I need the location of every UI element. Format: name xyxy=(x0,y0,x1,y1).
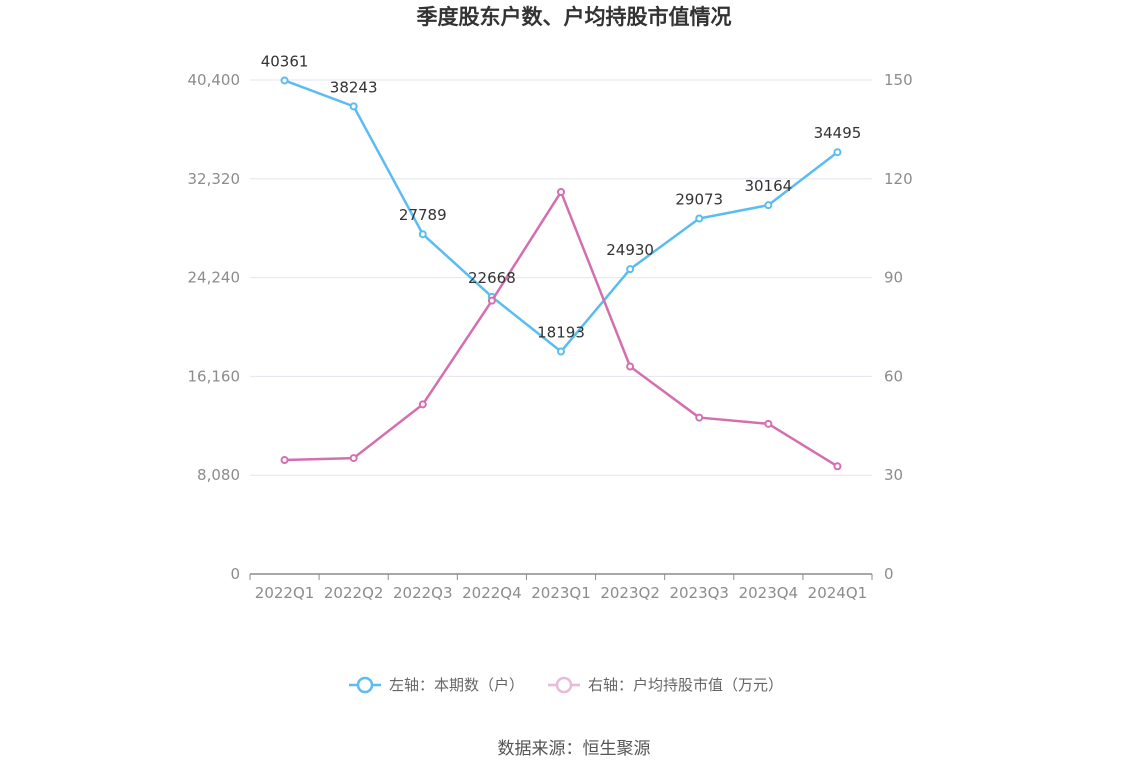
left-tick-label: 0 xyxy=(230,565,240,583)
data-point xyxy=(418,230,427,239)
data-label: 24930 xyxy=(606,241,654,259)
legend-label: 右轴：户均持股市值（万元） xyxy=(588,676,783,694)
data-label: 29073 xyxy=(675,191,723,209)
right-tick-label: 0 xyxy=(884,565,894,583)
data-point xyxy=(557,347,565,356)
data-point xyxy=(764,419,773,428)
data-label: 30164 xyxy=(744,177,792,195)
x-tick-label: 2023Q4 xyxy=(739,584,799,602)
x-tick-label: 2023Q3 xyxy=(669,584,729,602)
data-point xyxy=(626,362,635,371)
legend-marker xyxy=(555,676,573,694)
right-tick-label: 60 xyxy=(884,367,903,385)
data-point xyxy=(280,76,289,85)
series-left xyxy=(280,76,842,356)
data-label: 38243 xyxy=(330,78,378,96)
series-right xyxy=(280,187,842,471)
x-tick-label: 2023Q1 xyxy=(531,584,591,602)
data-point xyxy=(349,102,358,111)
x-tick-label: 2022Q3 xyxy=(393,584,453,602)
data-labels: 40361 38243 27789 22668 18193 24930 29073 30164… xyxy=(261,52,862,341)
series-layer xyxy=(280,76,842,471)
x-tick-label: 2022Q4 xyxy=(462,584,522,602)
x-tick-label: 2023Q2 xyxy=(600,584,660,602)
data-point xyxy=(833,148,842,157)
data-label: 40361 xyxy=(261,52,309,70)
x-axis: 2022Q1 2022Q2 2022Q3 2022Q4 2023Q1 2023Q2 2023… xyxy=(249,573,873,602)
right-tick-label: 90 xyxy=(884,269,903,287)
legend-marker xyxy=(356,676,374,694)
legend-item-left[interactable]: 左轴：本期数（户） xyxy=(349,676,524,694)
right-tick-label: 120 xyxy=(884,170,913,188)
data-point xyxy=(764,201,773,210)
data-point xyxy=(487,296,496,305)
right-tick-label: 30 xyxy=(884,466,903,484)
data-point xyxy=(833,462,842,471)
data-label: 27789 xyxy=(399,206,447,224)
data-point xyxy=(695,214,704,223)
left-tick-label: 8,080 xyxy=(197,466,240,484)
data-label: 22668 xyxy=(468,269,516,287)
left-tick-label: 16,160 xyxy=(188,367,241,385)
chart-title: 季度股东户数、户均持股市值情况 xyxy=(417,5,732,29)
right-tick-label: 150 xyxy=(884,71,913,89)
left-tick-label: 24,240 xyxy=(188,269,241,287)
data-label: 18193 xyxy=(537,324,585,342)
legend-item-right[interactable]: 右轴：户均持股市值（万元） xyxy=(548,676,783,694)
data-label: 34495 xyxy=(814,124,862,142)
series-line-left xyxy=(284,79,839,353)
data-point xyxy=(626,265,635,274)
data-point xyxy=(280,456,289,465)
x-tick-label: 2022Q1 xyxy=(255,584,315,602)
grid xyxy=(250,79,872,476)
data-point xyxy=(418,400,427,409)
x-tick-label: 2024Q1 xyxy=(808,584,868,602)
legend-label: 左轴：本期数（户） xyxy=(389,676,524,694)
left-tick-label: 32,320 xyxy=(188,170,241,188)
left-tick-label: 40,400 xyxy=(188,71,241,89)
x-tick-label: 2022Q2 xyxy=(324,584,384,602)
legend[interactable]: 左轴：本期数（户） 右轴：户均持股市值（万元） xyxy=(349,676,783,694)
data-point xyxy=(695,413,704,422)
data-point xyxy=(557,187,565,196)
source-text: 数据来源：恒生聚源 xyxy=(498,739,651,759)
left-axis: 0 8,080 16,160 24,240 32,320 40,400 xyxy=(188,71,241,583)
data-point xyxy=(349,454,358,463)
right-axis: 0 30 60 90 120 150 xyxy=(884,71,913,583)
